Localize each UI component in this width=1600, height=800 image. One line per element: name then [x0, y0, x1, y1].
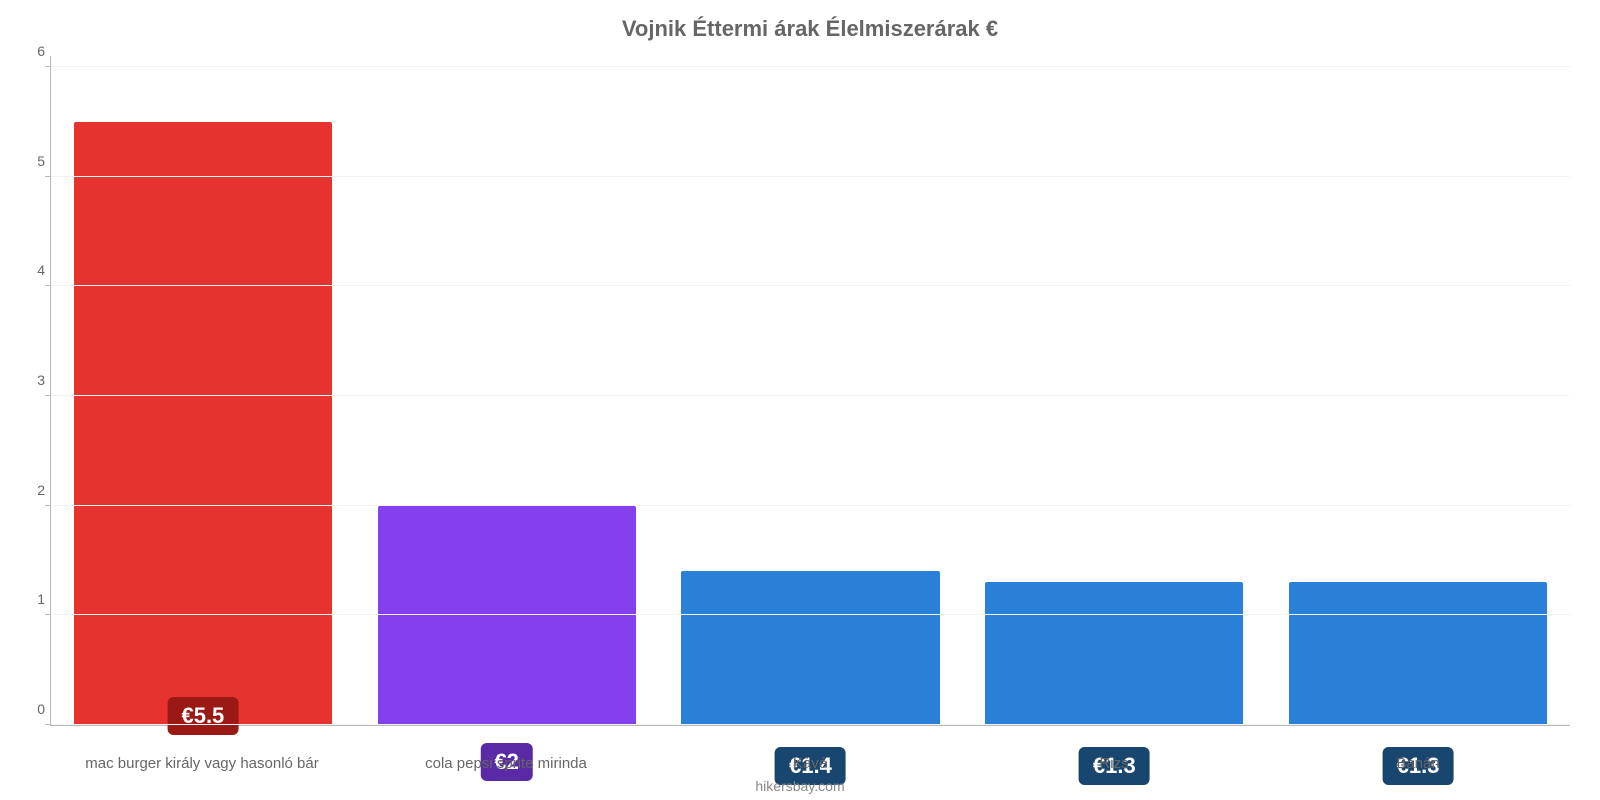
ytick-mark — [45, 395, 51, 396]
ytick-mark — [45, 176, 51, 177]
ytick-label: 4 — [23, 262, 45, 278]
ytick-mark — [45, 724, 51, 725]
x-category-label: Banán — [1266, 755, 1570, 772]
chart-footer: hikersbay.com — [0, 778, 1600, 794]
bar: €5.5 — [74, 122, 332, 725]
bar-slot: €1.4 — [659, 56, 963, 725]
gridline — [51, 285, 1570, 286]
ytick-mark — [45, 614, 51, 615]
ytick-label: 5 — [23, 153, 45, 169]
ytick-label: 0 — [23, 701, 45, 717]
value-badge: €5.5 — [167, 697, 238, 735]
gridline — [51, 614, 1570, 615]
x-category-label: Rizs — [962, 755, 1266, 772]
bar-slot: €1.3 — [962, 56, 1266, 725]
plot-area: €5.5€2€1.4€1.3€1.3 0123456 — [50, 56, 1570, 726]
ytick-label: 2 — [23, 482, 45, 498]
bar-slot: €2 — [355, 56, 659, 725]
chart-title: Vojnik Éttermi árak Élelmiszerárak € — [50, 16, 1570, 42]
ytick-label: 3 — [23, 372, 45, 388]
bar: €1.4 — [681, 571, 939, 725]
bar-slot: €1.3 — [1266, 56, 1570, 725]
bar: €1.3 — [1289, 582, 1547, 725]
x-category-label: cola pepsi sprite mirinda — [354, 755, 658, 772]
gridline — [51, 395, 1570, 396]
ytick-label: 6 — [23, 43, 45, 59]
x-category-label: mac burger király vagy hasonló bár — [50, 755, 354, 772]
ytick-mark — [45, 505, 51, 506]
gridline — [51, 176, 1570, 177]
ytick-label: 1 — [23, 591, 45, 607]
gridline — [51, 505, 1570, 506]
ytick-mark — [45, 66, 51, 67]
bar: €1.3 — [985, 582, 1243, 725]
gridline — [51, 724, 1570, 725]
ytick-mark — [45, 285, 51, 286]
bars-layer: €5.5€2 €1.4 €1.3 €1.3 — [51, 56, 1570, 725]
bar: €2 — [378, 506, 636, 725]
gridline — [51, 66, 1570, 67]
x-axis-labels: mac burger király vagy hasonló bárcola p… — [50, 755, 1570, 772]
bar-slot: €5.5 — [51, 56, 355, 725]
x-category-label: Kávé — [658, 755, 962, 772]
chart-container: Vojnik Éttermi árak Élelmiszerárak € €5.… — [0, 0, 1600, 800]
